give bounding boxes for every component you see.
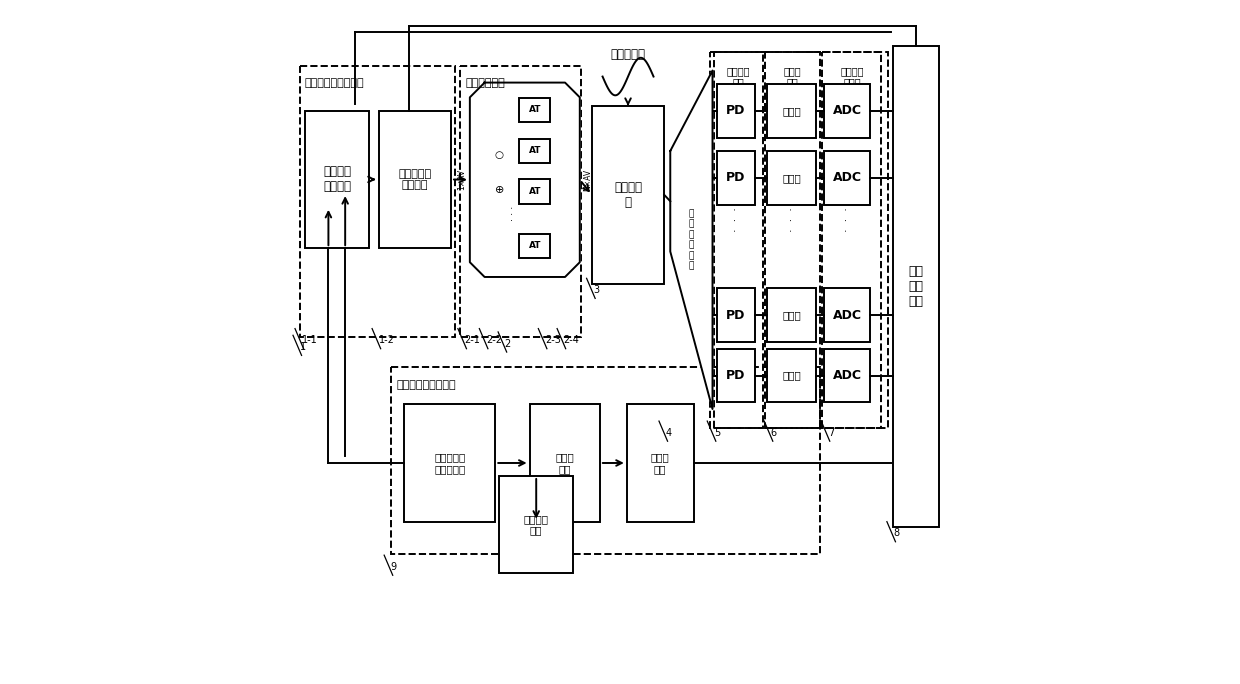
Text: 4: 4 [666, 428, 672, 438]
Text: 光
子
解
复
用
器: 光 子 解 复 用 器 [688, 209, 694, 270]
Bar [825, 151, 870, 205]
Text: 光采样时钟产生模块: 光采样时钟产生模块 [305, 78, 365, 88]
Text: 8: 8 [894, 528, 899, 538]
Text: 滤波器: 滤波器 [782, 371, 801, 380]
Text: 激光器重复
频率稳定器: 激光器重复 频率稳定器 [434, 452, 465, 474]
Text: ADC: ADC [833, 308, 862, 321]
Text: AT: AT [528, 187, 541, 196]
Bar [591, 106, 665, 284]
Text: 2-1: 2-1 [465, 335, 480, 345]
Text: ·  ·  ·: · · · [786, 207, 796, 232]
Polygon shape [671, 70, 713, 409]
Text: 电光调制
器: 电光调制 器 [614, 181, 642, 209]
Text: ⊕: ⊕ [495, 185, 503, 194]
Text: 可调延
时线: 可调延 时线 [556, 452, 574, 474]
Bar [305, 111, 370, 248]
Text: ·  ·  ·: · · · [842, 207, 852, 232]
Text: 电滤波
模块: 电滤波 模块 [784, 66, 801, 88]
Text: 滤波器: 滤波器 [782, 173, 801, 183]
Bar [378, 111, 451, 248]
Bar [520, 139, 551, 163]
Bar [768, 84, 816, 137]
Bar [822, 53, 882, 428]
Bar [520, 234, 551, 258]
Text: ○: ○ [495, 150, 503, 161]
Text: 滤波器: 滤波器 [782, 106, 801, 116]
Bar [714, 53, 763, 428]
Text: 1-2: 1-2 [378, 335, 394, 345]
Text: AT: AT [528, 241, 541, 250]
Text: PD: PD [727, 104, 745, 117]
Bar [500, 476, 573, 573]
Text: 9: 9 [391, 562, 397, 572]
Text: 数字
处理
单元: 数字 处理 单元 [909, 265, 924, 308]
Bar [300, 66, 455, 337]
Bar [626, 404, 693, 522]
Text: 2-4: 2-4 [564, 335, 579, 345]
Bar [460, 66, 582, 337]
Text: 7: 7 [828, 428, 835, 438]
Text: ADC: ADC [833, 171, 862, 184]
Bar [894, 46, 939, 527]
Text: 2: 2 [505, 339, 511, 349]
Text: 2-2: 2-2 [486, 335, 502, 345]
Text: 可编程光脉
冲整形器: 可编程光脉 冲整形器 [398, 169, 432, 190]
Bar [404, 404, 495, 522]
Bar [765, 53, 821, 428]
Bar [717, 349, 755, 402]
Text: AT: AT [528, 105, 541, 114]
Text: 被采样信号: 被采样信号 [610, 49, 646, 62]
Text: 1-1: 1-1 [301, 335, 317, 345]
Text: · · ·: · · · [507, 206, 518, 222]
Text: N×AV: N×AV [583, 169, 593, 191]
Text: ·  ·  ·: · · · [730, 207, 742, 232]
Bar [520, 98, 551, 122]
Text: 时钟同步与对齐模块: 时钟同步与对齐模块 [396, 380, 456, 389]
Text: 电模数转
换模块: 电模数转 换模块 [841, 66, 864, 88]
Text: 滤波器: 滤波器 [782, 310, 801, 320]
Text: 频率倍增模块: 频率倍增模块 [466, 78, 506, 88]
Text: PD: PD [727, 369, 745, 382]
Bar [717, 84, 755, 137]
Text: ADC: ADC [833, 369, 862, 382]
Bar [825, 289, 870, 342]
Text: 6: 6 [771, 428, 777, 438]
Text: 光脉冲序
列发生器: 光脉冲序 列发生器 [324, 166, 351, 194]
Text: 1×AV: 1×AV [458, 169, 466, 190]
Text: 3: 3 [593, 285, 599, 295]
Text: 光电转换
模块: 光电转换 模块 [727, 66, 750, 88]
Text: AT: AT [528, 146, 541, 155]
Text: 2-3: 2-3 [544, 335, 560, 345]
Text: 5: 5 [714, 428, 720, 438]
Bar [768, 151, 816, 205]
Bar [717, 151, 755, 205]
Text: PD: PD [727, 308, 745, 321]
Bar [711, 53, 888, 428]
Polygon shape [470, 83, 580, 277]
Bar [825, 349, 870, 402]
Bar [768, 349, 816, 402]
Bar [391, 367, 820, 554]
Text: 高稳定时
钟源: 高稳定时 钟源 [523, 514, 549, 536]
Bar [520, 179, 551, 204]
Bar [529, 404, 600, 522]
Text: ADC: ADC [833, 104, 862, 117]
Text: 1: 1 [300, 342, 306, 352]
Bar [717, 289, 755, 342]
Text: PD: PD [727, 171, 745, 184]
Bar [768, 289, 816, 342]
Text: 锁相环
电路: 锁相环 电路 [651, 452, 670, 474]
Bar [825, 84, 870, 137]
